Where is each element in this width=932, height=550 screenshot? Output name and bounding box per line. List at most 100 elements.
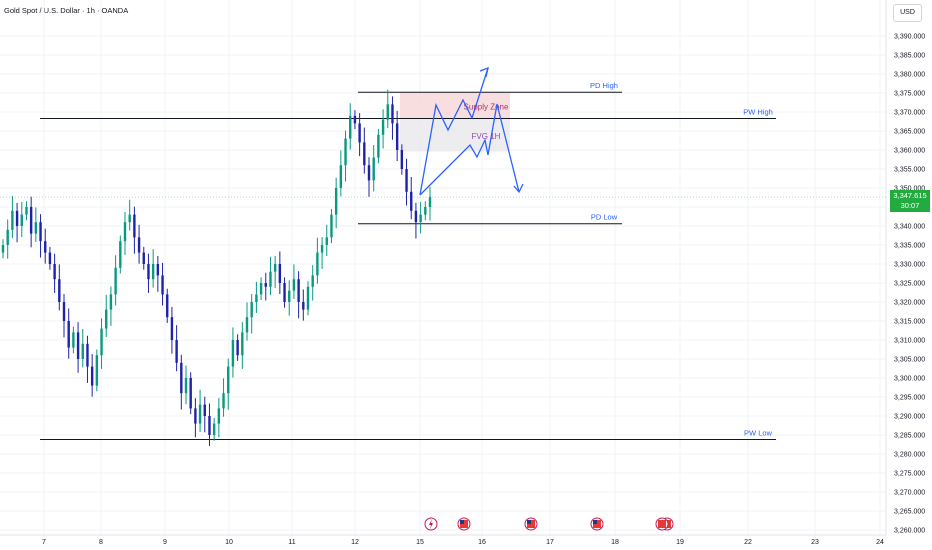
candle-body [25,207,28,215]
candle-body [250,302,253,318]
level-label: PD Low [591,213,618,222]
x-tick-label: 23 [811,539,819,546]
candle-body [344,138,347,166]
candle-body [391,104,394,124]
bullish-arrowhead [479,66,489,78]
currency-button[interactable]: USD [893,4,922,22]
zone-label: Supply Zone [464,102,509,111]
us-flag-event-icon [524,517,538,531]
candle-body [203,404,206,416]
candle-body [86,343,89,367]
x-tick-label: 18 [611,539,619,546]
y-tick-label: 3,325.000 [894,281,925,288]
y-tick-label: 3,270.000 [894,490,925,497]
candle-body [273,264,277,272]
candle-body [320,245,324,253]
candle-body [245,317,249,333]
y-tick-label: 3,385.000 [894,53,925,60]
candle-body [424,207,427,215]
candle-body [184,378,188,394]
y-tick-label: 3,295.000 [894,395,925,402]
y-tick-label: 3,370.000 [894,110,925,117]
candle-body [81,343,84,359]
candle-body [367,165,371,181]
candle-body [170,317,174,340]
candle-body [269,271,272,287]
candle-body [128,214,131,223]
candle-body [161,275,164,295]
candle-body [39,222,42,242]
zone-label: FVG 1H [472,132,501,141]
y-tick-label: 3,350.000 [894,186,925,193]
y-tick-label: 3,365.000 [894,129,925,136]
candle-body [325,237,328,245]
candle-body [405,169,408,192]
us-flag-event-icon [457,517,471,531]
candle-body [175,340,178,363]
candle-body [198,404,202,424]
candle-body [151,264,155,280]
y-tick-label: 3,260.000 [894,528,925,535]
candle-body [105,309,108,329]
us-flag-event-icon [655,517,669,531]
candle-body [259,283,263,295]
candle-body [377,134,380,158]
bearish-path [419,103,520,196]
level-label: PW Low [744,429,773,438]
y-tick-label: 3,390.000 [894,34,925,41]
candle-body [302,302,305,310]
candle-body [334,188,338,215]
candle-body [194,408,197,424]
candle-body [76,332,80,359]
y-tick-label: 3,265.000 [894,509,925,516]
x-tick-label: 17 [546,539,554,546]
candle-body [283,283,286,302]
y-tick-label: 3,375.000 [894,91,925,98]
candle-body [147,264,150,280]
candle-body [414,210,418,223]
candle-body [297,279,300,302]
y-tick-label: 3,320.000 [894,300,925,307]
y-tick-label: 3,315.000 [894,319,925,326]
candle-body [255,294,258,302]
y-tick-label: 3,280.000 [894,452,925,459]
x-tick-label: 12 [351,539,359,546]
candle-body [311,275,314,287]
candle-body [34,222,38,234]
y-tick-label: 3,380.000 [894,72,925,79]
lightning-event-icon [424,517,438,531]
candle-body [241,332,244,356]
chart-title: Gold Spot / U.S. Dollar · 1h · OANDA [4,6,129,15]
y-tick-label: 3,290.000 [894,414,925,421]
candle-body [1,245,5,253]
candle-body [119,241,122,268]
flag-canton [460,520,464,524]
candle-body [44,241,47,253]
candle-body [48,252,52,264]
x-tick-label: 24 [876,539,884,546]
candle-body [316,252,319,276]
candle-body [123,222,127,242]
candle-body [353,115,357,124]
candle-body [95,355,99,386]
y-tick-label: 3,285.000 [894,433,925,440]
candle-body [306,286,310,310]
x-tick-label: 16 [478,539,486,546]
flag-stripes [658,520,666,528]
candle-body [222,393,225,409]
candle-body [292,279,296,291]
candle-body [137,237,141,253]
candle-body [349,115,352,139]
x-tick-label: 9 [163,539,167,546]
y-tick-label: 3,340.000 [894,224,925,231]
candle-body [62,302,66,321]
x-tick-label: 19 [676,539,684,546]
candle-body [372,157,375,181]
candle-body [156,264,160,276]
candle-body [264,283,267,287]
candle-body [15,210,19,226]
candle-body [133,214,136,238]
candle-body [386,104,389,120]
